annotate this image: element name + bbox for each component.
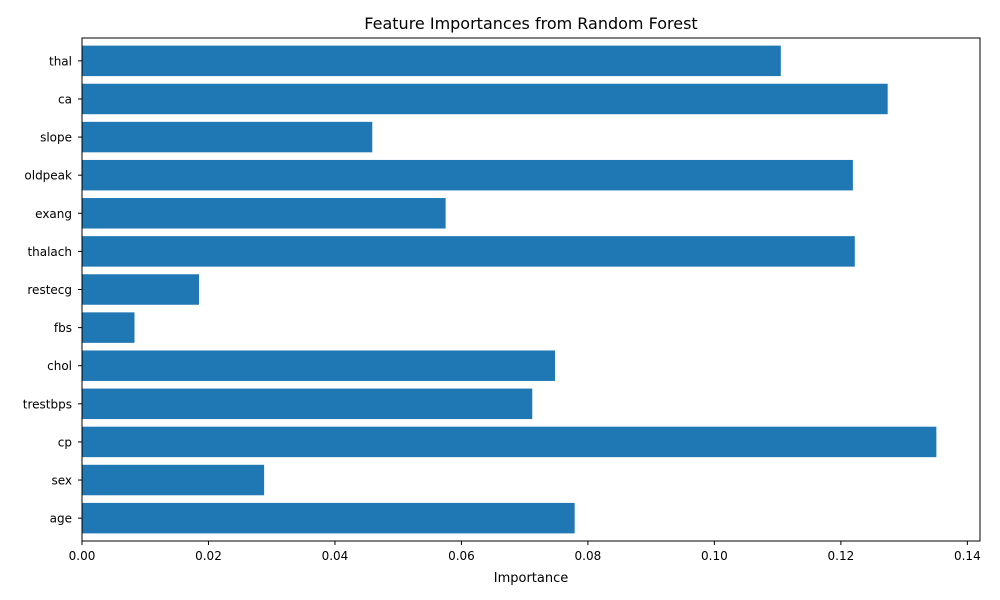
y-tick-label-fbs: fbs xyxy=(54,321,72,335)
bar-exang xyxy=(82,198,446,229)
x-axis-label: Importance xyxy=(494,571,569,586)
y-tick-label-thal: thal xyxy=(49,54,72,68)
x-axis: 0.00 0.02 0.04 0.06 0.08 0.10 0.12 0.14 xyxy=(69,541,981,563)
bar-fbs xyxy=(82,312,135,343)
y-axis: age sex cp trestbps chol fbs restecg thalach exa… xyxy=(23,54,82,526)
y-tick-label-restecg: restecg xyxy=(27,283,72,297)
y-tick-label-trestbps: trestbps xyxy=(23,397,72,411)
bar-thalach xyxy=(82,236,855,267)
bar-chol xyxy=(82,350,556,381)
bar-trestbps xyxy=(82,388,533,420)
x-tick-label-0.06: 0.06 xyxy=(448,549,475,563)
bar-oldpeak xyxy=(82,159,853,191)
x-tick-label-0.08: 0.08 xyxy=(575,549,602,563)
x-tick-label-0.00: 0.00 xyxy=(69,549,96,563)
y-tick-label-exang: exang xyxy=(35,207,72,221)
y-tick-label-slope: slope xyxy=(40,131,72,145)
bar-cp xyxy=(82,426,937,458)
y-tick-label-sex: sex xyxy=(51,474,72,488)
bar-slope xyxy=(82,121,373,153)
x-tick-label-0.02: 0.02 xyxy=(195,549,222,563)
bars xyxy=(82,45,937,534)
chart-title: Feature Importances from Random Forest xyxy=(364,14,697,33)
x-tick-label-0.04: 0.04 xyxy=(322,549,349,563)
y-tick-label-age: age xyxy=(50,512,72,526)
plot-frame xyxy=(81,37,981,542)
x-tick-label-0.12: 0.12 xyxy=(828,549,855,563)
y-tick-label-chol: chol xyxy=(47,359,72,373)
bar-ca xyxy=(82,83,888,115)
bar-sex xyxy=(82,464,265,496)
x-tick-label-0.14: 0.14 xyxy=(954,549,981,563)
bar-thal xyxy=(82,45,781,77)
y-tick-label-thalach: thalach xyxy=(27,245,72,259)
bar-restecg xyxy=(82,274,199,305)
y-tick-label-oldpeak: oldpeak xyxy=(24,169,72,183)
y-tick-label-cp: cp xyxy=(58,435,72,449)
y-tick-label-ca: ca xyxy=(58,92,72,106)
bar-age xyxy=(82,502,575,534)
x-tick-label-0.10: 0.10 xyxy=(701,549,728,563)
